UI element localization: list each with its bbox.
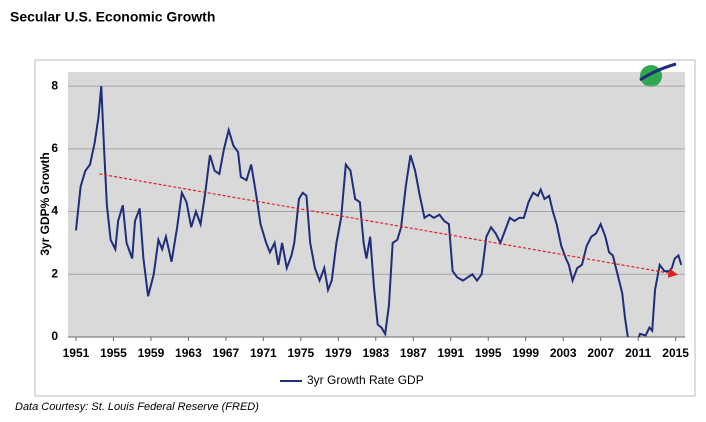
x-tick-label: 1955	[100, 346, 127, 360]
x-tick-label: 2015	[662, 346, 689, 360]
x-tick-label: 1967	[213, 346, 240, 360]
x-tick-label: 1975	[287, 346, 314, 360]
x-tick-label: 1959	[138, 346, 165, 360]
trend-line	[99, 173, 678, 278]
y-tick-label: 4	[51, 204, 58, 218]
x-tick-label: 2007	[587, 346, 614, 360]
y-axis-label: 3yr GDP% Growth	[38, 152, 52, 255]
legend-label: 3yr Growth Rate GDP	[307, 373, 424, 387]
x-tick-label: 1951	[63, 346, 90, 360]
x-tick-label: 1971	[250, 346, 277, 360]
x-tick-label: 2011	[625, 346, 651, 360]
y-tick-label: 8	[51, 78, 58, 92]
source-note: Data Courtesy: St. Louis Federal Reserve…	[15, 401, 259, 413]
x-tick-label: 1983	[362, 346, 389, 360]
plot-area	[68, 72, 685, 337]
logo	[639, 62, 677, 87]
y-tick-label: 6	[51, 141, 58, 155]
x-tick-label: 1987	[400, 346, 427, 360]
x-tick-label: 1999	[512, 346, 539, 360]
y-tick-label: 0	[51, 329, 58, 343]
y-tick-label: 2	[51, 266, 58, 280]
plot-layer	[74, 86, 683, 337]
x-tick-label: 1991	[437, 346, 464, 360]
data-line	[74, 86, 683, 337]
x-tick-label: 1995	[475, 346, 502, 360]
x-tick-label: 2003	[550, 346, 577, 360]
x-tick-label: 1963	[175, 346, 202, 360]
chart-title: Secular U.S. Economic Growth	[10, 9, 215, 25]
x-tick-label: 1979	[325, 346, 352, 360]
